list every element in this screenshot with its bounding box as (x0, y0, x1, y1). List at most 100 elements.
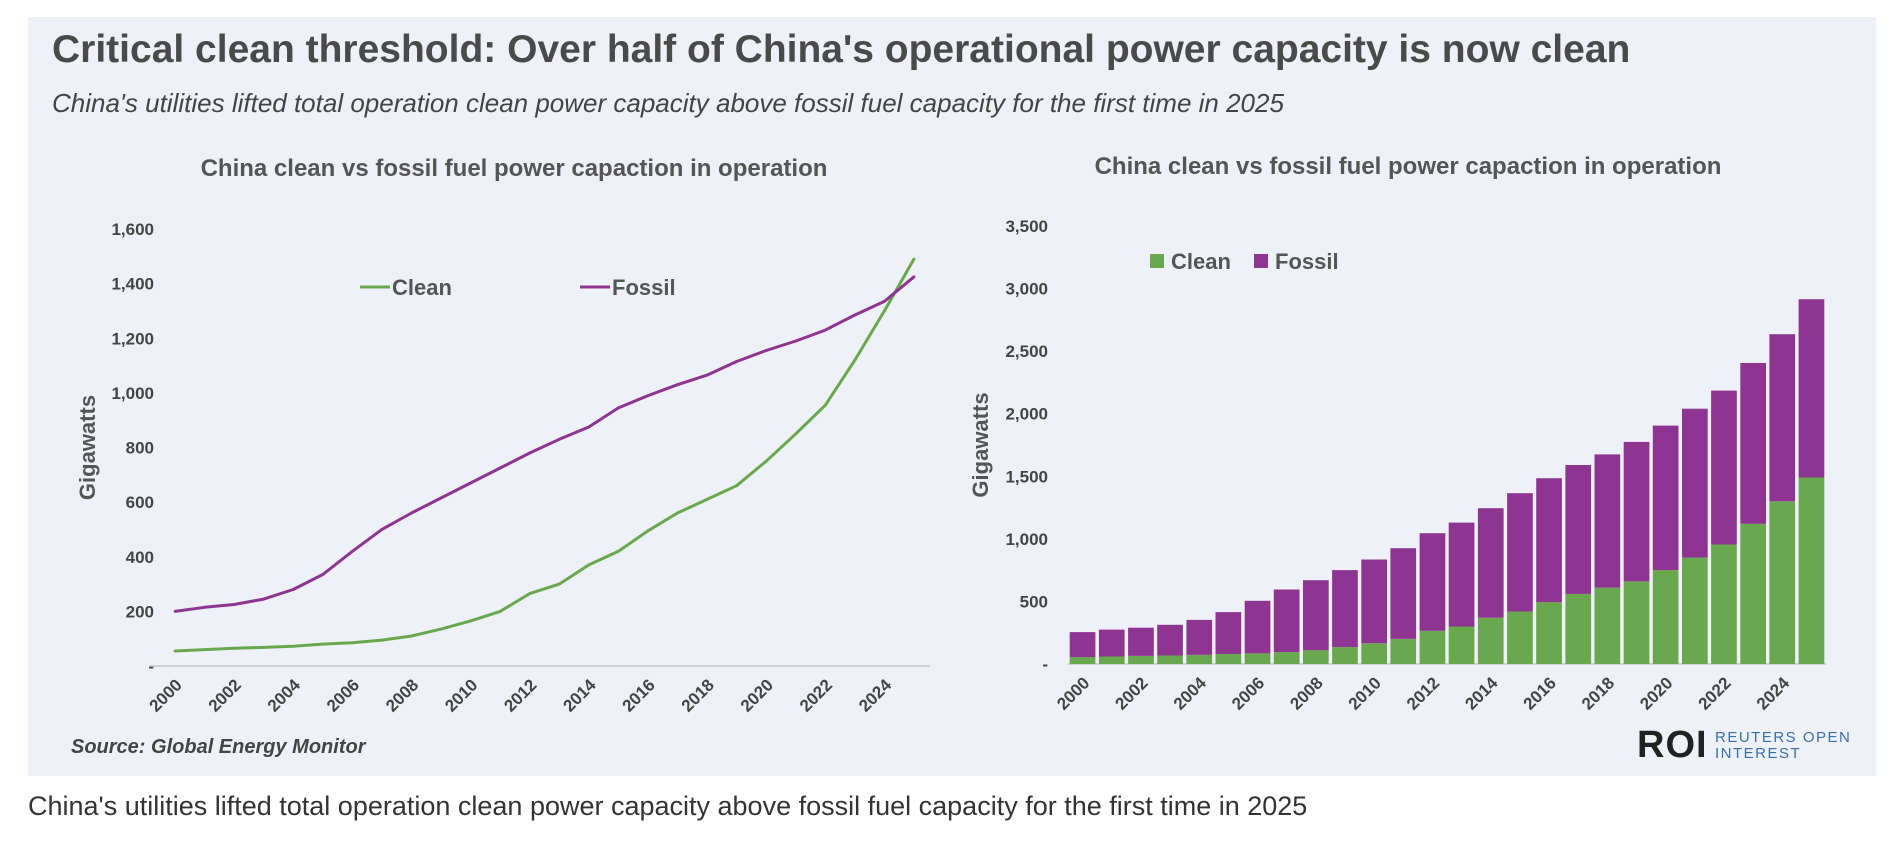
bar-clean (1361, 643, 1387, 664)
data-point-fossil (883, 299, 886, 303)
data-point-fossil (764, 349, 768, 352)
bar-fossil (1186, 619, 1213, 655)
data-point-clean (469, 619, 472, 623)
data-point-clean (794, 432, 798, 436)
bar-fossil (1332, 570, 1358, 648)
y-tick-label: 1,400 (111, 275, 154, 294)
data-point-fossil (528, 451, 532, 455)
x-tick-label: 2006 (1228, 673, 1268, 713)
data-point-fossil (912, 275, 916, 279)
y-tick-label: 1,200 (111, 329, 154, 348)
data-point-fossil (853, 313, 857, 317)
bar-fossil (1623, 441, 1650, 582)
data-point-fossil (646, 394, 650, 398)
x-tick-label: 2000 (1053, 673, 1093, 713)
bar-fossil (1128, 627, 1154, 656)
data-point-clean (350, 641, 354, 645)
subheadline: China's utilities lifted total operation… (52, 88, 1284, 118)
bar-clean (1128, 655, 1154, 664)
data-point-fossil (173, 609, 177, 613)
bar-clean (1652, 570, 1679, 664)
data-point-fossil (794, 339, 798, 343)
bar-fossil (1740, 363, 1766, 524)
data-point-fossil (617, 406, 620, 410)
data-point-clean (262, 646, 266, 649)
bar-clean (1303, 650, 1329, 664)
y-tick-label: 1,500 (1005, 467, 1048, 486)
x-tick-label: 2010 (1345, 673, 1385, 713)
data-point-fossil (469, 481, 472, 485)
headline: Critical clean threshold: Over half of C… (52, 28, 1631, 71)
source-note: Source: Global Energy Monitor (71, 736, 366, 758)
y-tick-label: 2,500 (1005, 342, 1048, 361)
y-tick-label: 1,600 (111, 220, 154, 239)
data-point-fossil (380, 528, 384, 531)
data-point-fossil (439, 496, 443, 500)
logo-words: REUTERS OPEN INTEREST (1715, 729, 1852, 762)
data-point-fossil (823, 328, 827, 332)
chart-title: China clean vs fossil fuel power capacti… (1095, 153, 1722, 180)
data-point-clean (173, 649, 177, 653)
bar-fossil (1215, 612, 1242, 654)
data-point-clean (883, 309, 886, 313)
data-point-clean (439, 627, 443, 631)
y-tick-label: - (1042, 655, 1048, 674)
data-point-fossil (498, 466, 502, 470)
data-point-fossil (262, 597, 266, 601)
data-point-clean (587, 563, 591, 567)
x-tick-label: 2016 (1520, 673, 1560, 713)
data-point-clean (203, 648, 206, 652)
logo-mark: ROI (1637, 724, 1708, 766)
data-point-clean (232, 646, 236, 650)
bar-fossil (1652, 425, 1679, 571)
bar-fossil (1769, 334, 1796, 502)
x-tick-label: 2002 (1112, 673, 1152, 713)
x-tick-label: 2022 (1695, 673, 1735, 713)
y-tick-label: 3,000 (1005, 280, 1048, 299)
bar-clean (1098, 656, 1125, 664)
bar-clean (1157, 655, 1183, 664)
bar-clean (1798, 477, 1825, 664)
x-tick-label: 2012 (1403, 673, 1443, 713)
bar-fossil (1565, 465, 1592, 594)
legend-swatch-clean (1150, 254, 1164, 268)
data-point-clean (617, 549, 620, 553)
series-line-clean (174, 258, 916, 653)
data-point-clean (646, 529, 650, 533)
bar-fossil (1477, 508, 1504, 618)
x-tick-label: 2008 (1286, 673, 1326, 713)
data-point-clean (291, 644, 295, 648)
caption: China's utilities lifted total operation… (28, 791, 1308, 821)
y-tick-label: 1,000 (111, 384, 154, 403)
bar-fossil (1390, 548, 1417, 639)
data-point-clean (676, 511, 679, 515)
bar-fossil (1682, 408, 1708, 558)
data-point-fossil (232, 603, 236, 606)
bar-clean (1419, 630, 1446, 664)
data-point-clean (528, 592, 532, 596)
y-tick-label: 500 (1020, 592, 1048, 611)
x-tick-label: 2020 (1636, 673, 1676, 713)
bar-fossil (1798, 299, 1825, 478)
bar-clean (1507, 611, 1533, 664)
data-point-clean (557, 582, 561, 586)
y-axis-title: Gigawatts (75, 395, 100, 500)
legend-label-clean: Clean (392, 275, 452, 300)
bar-clean (1769, 501, 1796, 664)
data-point-clean (498, 609, 502, 613)
x-tick-label: 2004 (1170, 673, 1211, 714)
data-point-clean (705, 497, 709, 501)
bar-fossil (1273, 589, 1300, 653)
bar-fossil (1711, 390, 1737, 545)
bar-clean (1244, 653, 1271, 664)
y-tick-label: 400 (126, 548, 154, 567)
chart-title: China clean vs fossil fuel power capacti… (201, 155, 828, 182)
legend-label-fossil: Fossil (612, 275, 676, 300)
data-point-clean (735, 484, 739, 488)
bar-clean (1740, 523, 1766, 664)
y-tick-label: 800 (126, 439, 154, 458)
x-tick-label: 2024 (1753, 673, 1794, 714)
data-point-fossil (291, 588, 295, 591)
